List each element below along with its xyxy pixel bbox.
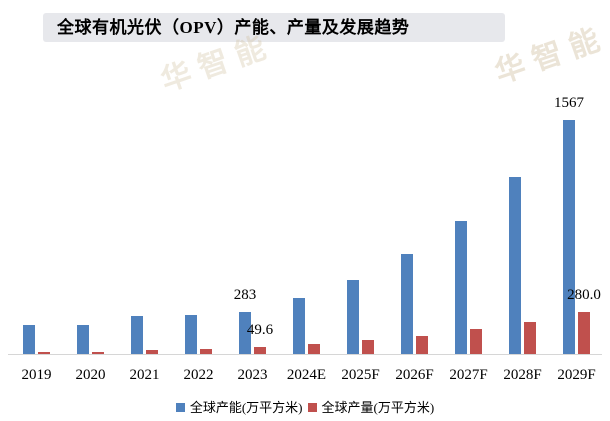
bar-group: 2021 [130, 100, 160, 383]
capacity-bar [347, 280, 359, 354]
x-tick-label: 2021 [129, 367, 160, 383]
x-tick-label: 2020 [75, 367, 106, 383]
capacity-bar [455, 221, 467, 354]
data-label: 1567 [554, 95, 584, 111]
legend-swatch-icon [307, 403, 317, 412]
watermark: 华智能 [490, 20, 610, 90]
capacity-bar [131, 315, 143, 354]
production-bar [38, 352, 50, 354]
x-tick-label: 2024E [286, 367, 327, 383]
data-label: 280.0 [567, 287, 601, 304]
x-tick-label: 2019 [21, 367, 52, 383]
bar-group: 2028F [503, 100, 542, 383]
bar-groups: 2019 2020 2021 2022 283 49.6 2023 2024E 2025F 202… [22, 96, 601, 383]
bar-group: 283 49.6 2023 [234, 100, 273, 382]
capacity-bar [509, 177, 521, 354]
legend-item: 全球产量(万平方米) [307, 400, 435, 415]
legend: 全球产能(万平方米) 全球产量(万平方米) [0, 401, 610, 414]
production-bar [200, 348, 212, 354]
legend-swatch-icon [175, 403, 185, 412]
production-bar [308, 344, 320, 354]
x-tick-label: 2023 [237, 367, 268, 383]
bar-group: 2019 [22, 100, 52, 383]
bar-group: 1567 280.0 2029F [554, 96, 601, 383]
production-bar [146, 349, 158, 354]
bar-group: 2026F [395, 100, 434, 383]
production-bar [524, 322, 536, 354]
production-bar [578, 312, 590, 354]
x-tick-label: 2028F [503, 367, 542, 383]
chart-title: 全球有机光伏（OPV）产能、产量及发展趋势 [43, 13, 505, 42]
production-bar [254, 346, 266, 354]
x-tick-label: 2022 [183, 367, 214, 383]
production-bar [470, 329, 482, 354]
bar-group: 2027F [449, 100, 488, 383]
production-bar [416, 335, 428, 354]
capacity-bar [293, 298, 305, 354]
capacity-bar [185, 315, 197, 354]
legend-item: 全球产能(万平方米) [175, 400, 303, 415]
bar-group: 2020 [76, 100, 106, 383]
data-label: 283 [233, 286, 257, 303]
capacity-bar [77, 324, 89, 354]
capacity-bar [239, 311, 251, 354]
bar-group: 2022 [184, 100, 214, 383]
bar-group: 2025F [341, 100, 380, 383]
x-tick-label: 2027F [449, 367, 488, 383]
x-tick-label: 2025F [341, 367, 380, 383]
legend-label: 全球产量(万平方米) [321, 400, 435, 415]
capacity-bar [401, 253, 413, 354]
x-tick-label: 2029F [557, 367, 596, 383]
production-bar [362, 340, 374, 354]
x-tick-label: 2026F [395, 367, 434, 383]
data-label: 49.6 [246, 321, 274, 338]
plot-area: 2019 2020 2021 2022 283 49.6 2023 2024E 2025F 202… [8, 96, 602, 383]
capacity-bar [23, 324, 35, 354]
legend-label: 全球产能(万平方米) [189, 400, 303, 415]
bar-group: 2024E [287, 100, 326, 383]
production-bar [92, 351, 104, 354]
capacity-bar [563, 120, 575, 354]
